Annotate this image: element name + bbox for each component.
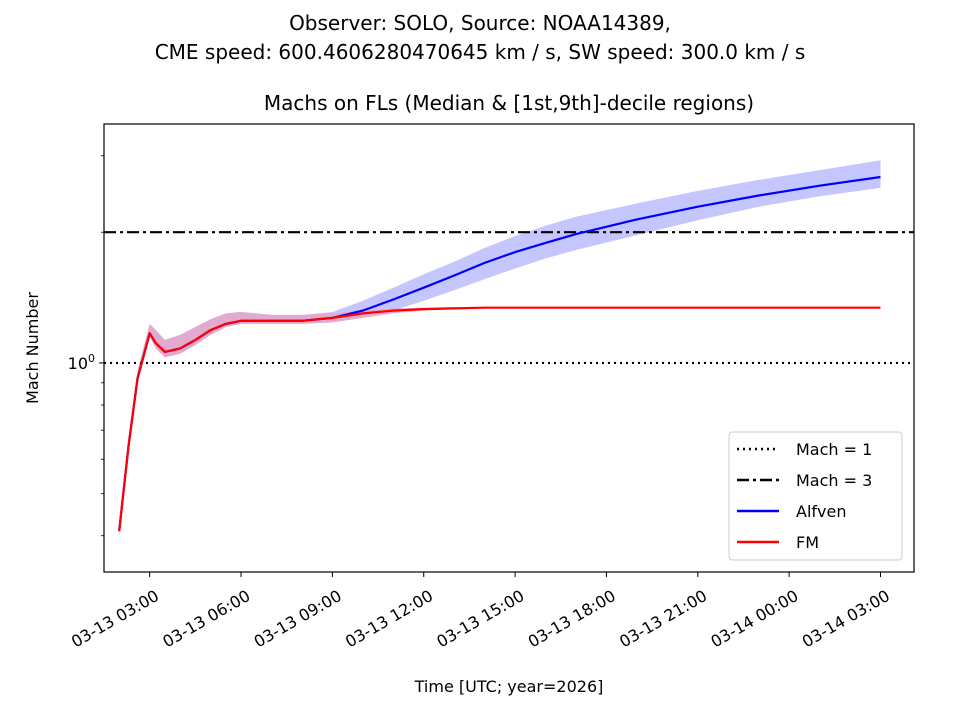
plot-frame [103,123,915,573]
legend-label-alfven: Alfven [796,502,846,521]
x-tick-label: 03-14 00:00 [707,586,801,651]
x-tick-label: 03-13 21:00 [616,586,710,651]
x-tick-label: 03-13 15:00 [433,586,527,651]
chart-title: Machs on FLs (Median & [1st,9th]-decile … [263,91,755,115]
band-fm [119,307,881,536]
legend: Mach = 1 Mach = 3 Alfven FM [728,431,903,561]
legend-box [728,431,903,561]
legend-label-fm: FM [796,533,819,552]
y-axis-label: Mach Number [23,292,42,404]
y-ticks: 100 [68,155,104,537]
legend-label-mach-1: Mach = 1 [796,440,872,459]
x-tick-label: 03-13 03:00 [68,586,162,651]
x-tick-label: 03-13 12:00 [342,586,436,651]
figure-suptitle-line2: CME speed: 600.4606280470645 km / s, SW … [154,40,806,64]
band-layer [119,160,881,536]
band-alfven [119,160,881,536]
series-lines-layer [118,175,881,532]
x-tick-label: 03-13 06:00 [159,586,253,651]
x-tick-label: 03-13 18:00 [525,586,619,651]
x-tick-label: 03-13 09:00 [251,586,345,651]
figure-suptitle-line1: Observer: SOLO, Source: NOAA14389, [289,11,671,35]
x-tick-label: 03-14 03:00 [799,586,893,651]
y-tick-label: 100 [68,352,95,373]
legend-label-mach-3: Mach = 3 [796,471,872,490]
reference-lines-layer [104,231,914,365]
x-axis-label: Time [UTC; year=2026] [414,677,604,696]
series-line-fm [118,306,881,532]
